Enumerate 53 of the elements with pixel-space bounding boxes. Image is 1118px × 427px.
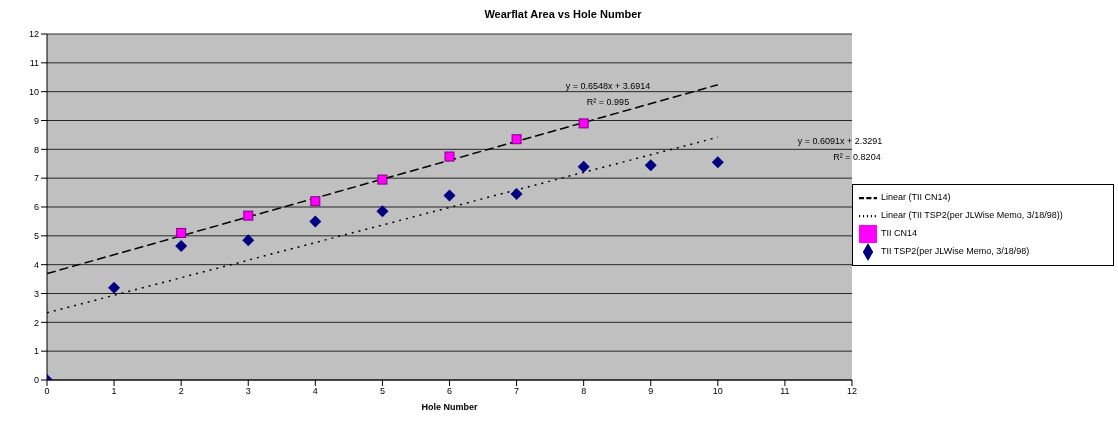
x-tick-label: 11 bbox=[780, 386, 790, 397]
point bbox=[578, 118, 589, 129]
x-tick-label: 8 bbox=[581, 386, 587, 397]
annotation: y = 0.6091x + 2.3291 bbox=[797, 136, 883, 146]
legend-label: Linear (TII CN14) bbox=[881, 191, 951, 202]
y-tick-label: 8 bbox=[33, 144, 39, 155]
point bbox=[444, 151, 455, 162]
x-tick-label: 7 bbox=[514, 386, 520, 397]
point bbox=[443, 189, 456, 202]
point bbox=[175, 239, 188, 252]
x-tick-label: 3 bbox=[245, 386, 251, 397]
y-tick-label: 11 bbox=[29, 58, 39, 69]
x-tick-label: 1 bbox=[111, 386, 117, 397]
legend-label: TII TSP2(per JLWise Memo, 3/18/98) bbox=[881, 245, 1030, 256]
x-tick-label: 0 bbox=[44, 386, 50, 397]
chart-title: Wearflat Area vs Hole Number bbox=[483, 8, 643, 22]
point bbox=[176, 227, 187, 238]
x-tick-label: 9 bbox=[648, 386, 654, 397]
x-axis-title: Hole Number bbox=[421, 402, 478, 412]
y-tick-label: 2 bbox=[33, 317, 39, 328]
annotation: R² = 0.8204 bbox=[833, 152, 881, 162]
x-tick-label: 12 bbox=[846, 386, 858, 397]
annotation: y = 0.6548x + 3.6914 bbox=[565, 81, 651, 91]
point bbox=[376, 205, 389, 218]
y-tick-label: 12 bbox=[28, 29, 39, 40]
y-tick-label: 4 bbox=[33, 259, 39, 270]
annotation: R² = 0.995 bbox=[586, 97, 630, 107]
x-tick-label: 5 bbox=[379, 386, 385, 397]
y-tick-label: 7 bbox=[33, 173, 39, 184]
point bbox=[377, 174, 388, 185]
x-tick-label: 6 bbox=[446, 386, 453, 397]
y-tick-label: 0 bbox=[33, 375, 39, 386]
point bbox=[511, 134, 522, 145]
point bbox=[242, 234, 255, 247]
point bbox=[644, 159, 657, 172]
legend-label: TII CN14 bbox=[881, 227, 918, 238]
y-tick-label: 6 bbox=[33, 202, 39, 213]
y-tick-label: 9 bbox=[33, 115, 39, 126]
legend-label: Linear (TII TSP2(per JLWise Memo, 3/18/98)) bbox=[881, 209, 1063, 220]
y-tick-label: 10 bbox=[28, 86, 39, 97]
x-tick-label: 2 bbox=[178, 386, 184, 397]
x-tick-label: 10 bbox=[712, 386, 723, 397]
y-tick-label: 3 bbox=[33, 288, 39, 299]
point bbox=[243, 210, 254, 221]
point bbox=[711, 156, 724, 169]
point bbox=[108, 281, 121, 294]
point bbox=[510, 188, 523, 201]
x-tick-label: 4 bbox=[312, 386, 318, 397]
point bbox=[577, 160, 590, 173]
point bbox=[309, 215, 322, 228]
y-tick-label: 5 bbox=[33, 231, 39, 242]
point bbox=[310, 196, 321, 207]
y-tick-label: 1 bbox=[33, 346, 39, 357]
